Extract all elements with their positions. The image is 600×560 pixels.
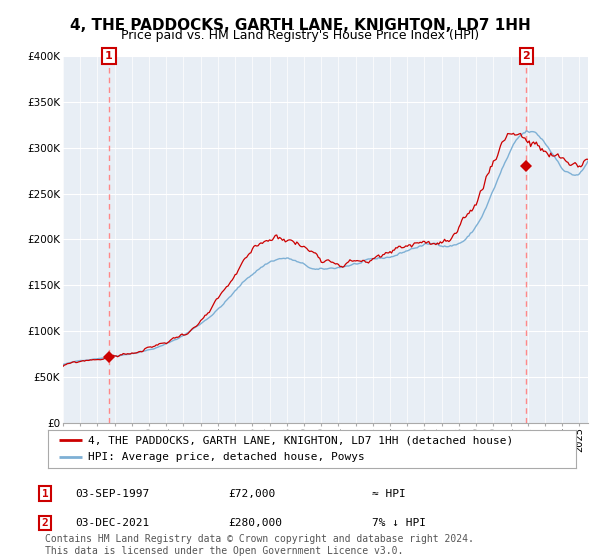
Text: 03-SEP-1997: 03-SEP-1997 (75, 489, 149, 499)
Text: £280,000: £280,000 (228, 518, 282, 528)
Text: HPI: Average price, detached house, Powys: HPI: Average price, detached house, Powy… (88, 452, 364, 462)
Text: Contains HM Land Registry data © Crown copyright and database right 2024.
This d: Contains HM Land Registry data © Crown c… (45, 534, 474, 556)
Text: 1: 1 (105, 51, 113, 61)
Text: 2: 2 (523, 51, 530, 61)
Text: 4, THE PADDOCKS, GARTH LANE, KNIGHTON, LD7 1HH (detached house): 4, THE PADDOCKS, GARTH LANE, KNIGHTON, L… (88, 435, 513, 445)
Text: Price paid vs. HM Land Registry's House Price Index (HPI): Price paid vs. HM Land Registry's House … (121, 29, 479, 42)
Text: £72,000: £72,000 (228, 489, 275, 499)
Text: 1: 1 (41, 489, 49, 499)
Text: 2: 2 (41, 518, 49, 528)
Text: ≈ HPI: ≈ HPI (372, 489, 406, 499)
Text: 4, THE PADDOCKS, GARTH LANE, KNIGHTON, LD7 1HH: 4, THE PADDOCKS, GARTH LANE, KNIGHTON, L… (70, 18, 530, 33)
Text: 7% ↓ HPI: 7% ↓ HPI (372, 518, 426, 528)
Text: 03-DEC-2021: 03-DEC-2021 (75, 518, 149, 528)
